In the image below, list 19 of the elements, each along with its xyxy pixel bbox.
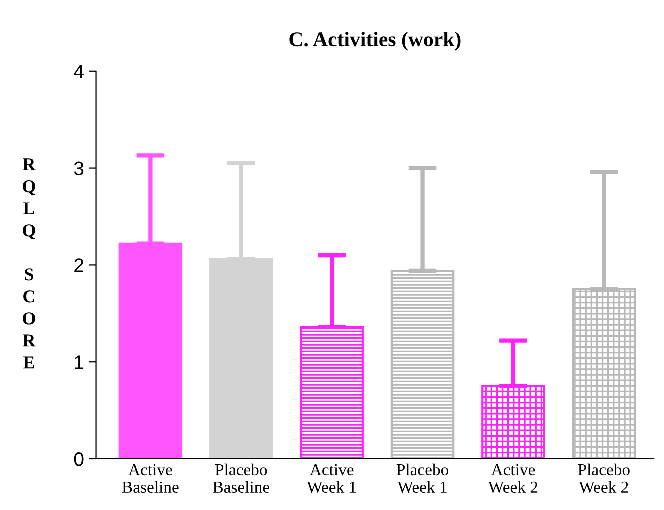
bar xyxy=(118,242,183,459)
y-tick-label: 4 xyxy=(74,65,84,78)
x-tick-label: Placebo Week 1 xyxy=(396,464,449,494)
bar xyxy=(390,270,455,459)
bar xyxy=(210,258,274,459)
text: RQLQ SCORE xyxy=(23,158,36,369)
x-tick-label: Active Week 1 xyxy=(307,464,356,494)
x-tick-label: Active Week 2 xyxy=(488,464,538,494)
x-tick-label: Placebo Week 2 xyxy=(578,464,630,494)
y-tick-label: 0 xyxy=(74,452,84,466)
y-tick-label: 2 xyxy=(74,258,84,272)
y-tick-label: 3 xyxy=(74,162,84,176)
x-tick-label: Active Baseline xyxy=(122,464,179,494)
y-tick-label: 1 xyxy=(75,356,84,370)
bar xyxy=(300,326,364,459)
bar xyxy=(482,385,546,459)
x-tick-label: Placebo Baseline xyxy=(213,464,270,494)
chart-title: C. Activities (work) xyxy=(290,32,461,51)
bar xyxy=(572,288,636,459)
